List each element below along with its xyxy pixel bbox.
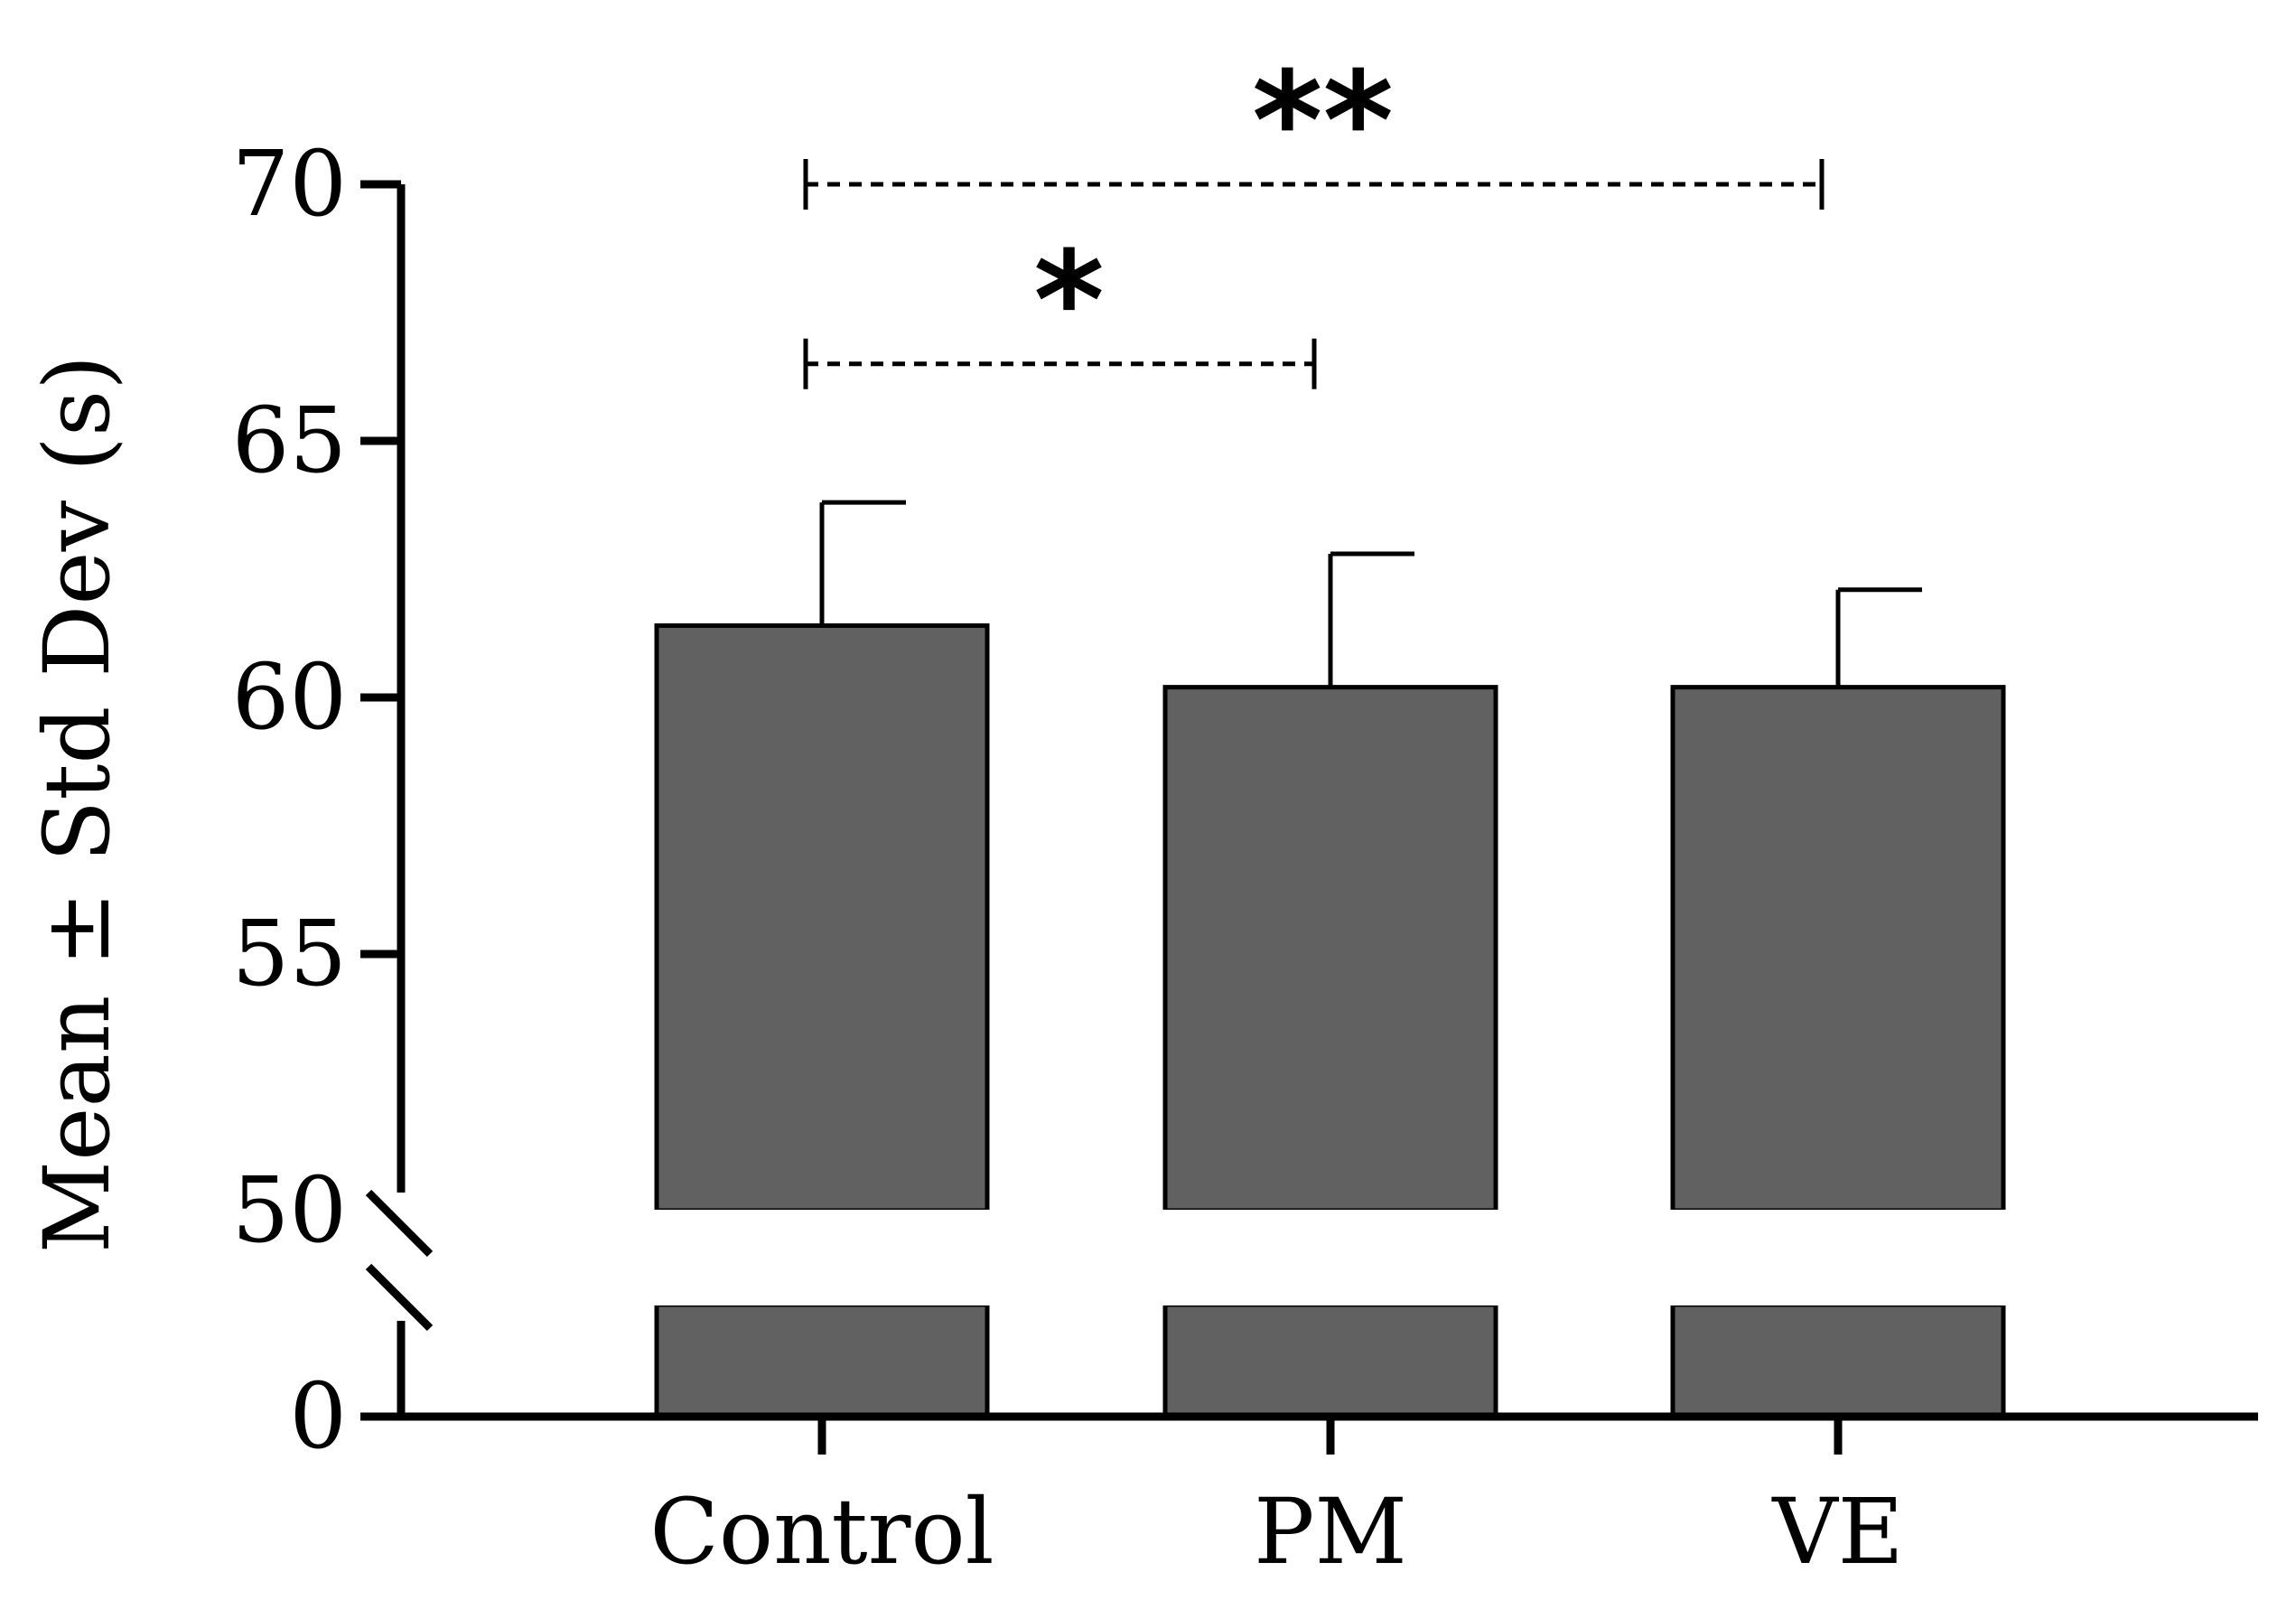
bar-break-gap	[651, 1210, 993, 1305]
error-bars-layer	[819, 500, 1922, 688]
bar-pm-lower	[1162, 1302, 1498, 1419]
x-tick-label-pm: PM	[1254, 1479, 1407, 1585]
significance-label: **	[1252, 43, 1394, 201]
x-tick-label-control: Control	[649, 1479, 994, 1585]
labels-layer: Control PM VE 0 50 55 60 65 70 Mean ± Std Dev (s)…	[24, 43, 1904, 1585]
y-tick-label: 0	[289, 1363, 347, 1469]
bar-ve-lower	[1670, 1302, 2006, 1419]
bar-ve-upper	[1670, 685, 2006, 1213]
y-tick-label: 60	[232, 644, 347, 750]
y-tick-label: 65	[232, 388, 347, 493]
bar-control-upper	[654, 622, 990, 1213]
significance-label: *	[1033, 223, 1104, 380]
y-tick-label: 70	[232, 131, 347, 237]
y-tick-label: 50	[232, 1157, 347, 1263]
bars-layer	[651, 622, 2009, 1419]
bar-break-gap	[1667, 1210, 2009, 1305]
axis-break-mark	[365, 1263, 434, 1332]
bar-pm-upper	[1162, 685, 1498, 1213]
bar-control-lower	[654, 1302, 990, 1419]
y-axis-title: Mean ± Std Dev (s)	[24, 355, 130, 1253]
x-tick-label-ve: VE	[1771, 1479, 1903, 1585]
y-tick-label: 55	[232, 901, 347, 1006]
bar-break-gap	[1160, 1210, 1501, 1305]
axes-layer	[360, 180, 2258, 1455]
significance-layer	[803, 159, 1825, 389]
axis-break-mark	[365, 1189, 434, 1258]
